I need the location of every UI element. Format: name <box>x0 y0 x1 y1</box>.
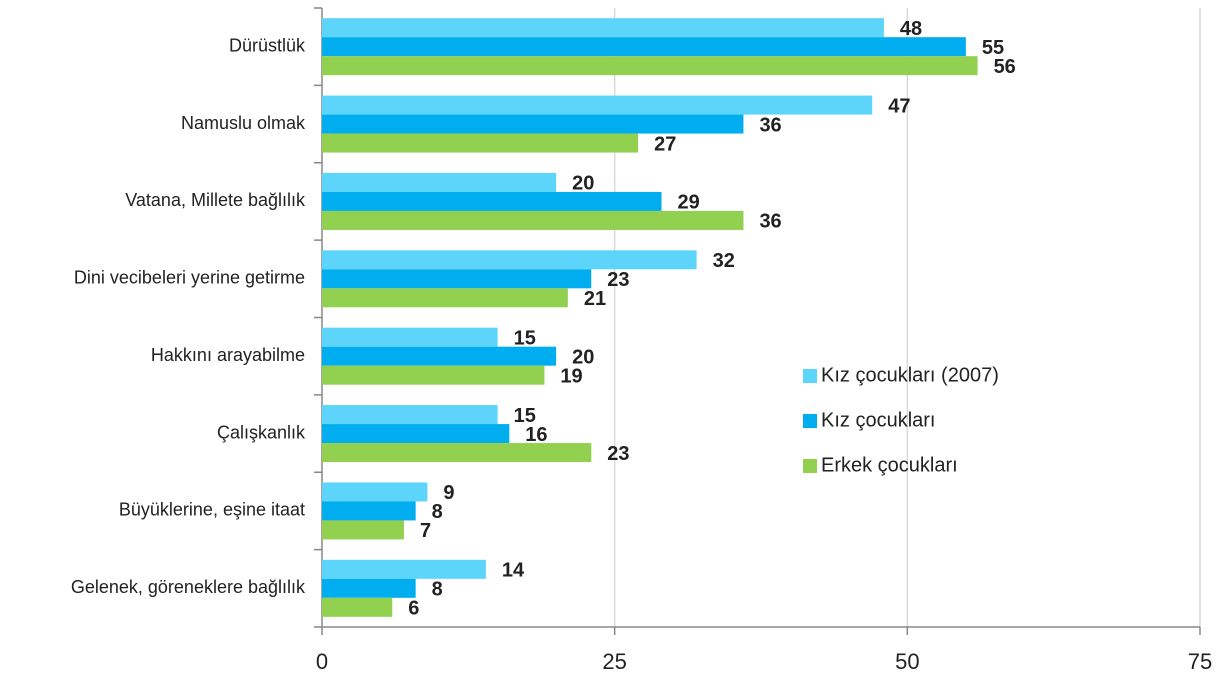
bar <box>322 210 744 230</box>
value-label: 23 <box>607 269 629 291</box>
y-tick-label: Vatana, Millete bağlılık <box>125 190 306 210</box>
bar <box>322 559 486 579</box>
value-label: 36 <box>759 114 781 136</box>
value-label: 15 <box>514 405 536 427</box>
bar <box>322 133 639 153</box>
value-label: 32 <box>713 250 735 272</box>
bar <box>322 114 744 134</box>
x-tick-label: 25 <box>602 649 626 674</box>
value-label: 19 <box>560 365 582 387</box>
y-tick-label: Hakkını arayabilme <box>151 345 305 365</box>
value-label: 27 <box>654 133 676 155</box>
bar <box>322 346 557 366</box>
x-tick-label: 75 <box>1188 649 1212 674</box>
value-label: 8 <box>432 579 443 601</box>
value-label: 47 <box>888 95 910 117</box>
value-label: 6 <box>408 598 419 620</box>
bar <box>322 501 416 521</box>
bar <box>322 269 592 289</box>
value-label: 20 <box>572 346 594 368</box>
bar <box>322 482 428 502</box>
legend-label: Erkek çocukları <box>821 454 958 476</box>
bar <box>322 443 592 463</box>
legend-swatch <box>803 369 817 383</box>
x-tick-label: 0 <box>316 649 328 674</box>
value-label: 14 <box>502 560 525 582</box>
value-label: 15 <box>514 327 536 349</box>
bar <box>322 597 393 617</box>
value-label: 56 <box>994 56 1016 78</box>
bar <box>322 405 498 425</box>
value-label: 23 <box>607 443 629 465</box>
legend-label: Kız çocukları (2007) <box>821 364 999 386</box>
value-label: 9 <box>443 482 454 504</box>
value-label: 48 <box>900 18 922 40</box>
x-tick-label: 50 <box>895 649 919 674</box>
value-label: 21 <box>584 288 606 310</box>
value-label: 55 <box>982 37 1004 59</box>
legend-label: Kız çocukları <box>821 409 935 431</box>
bar <box>322 288 568 308</box>
value-label: 29 <box>677 192 699 214</box>
bar <box>322 172 557 192</box>
y-tick-label: Büyüklerine, eşine itaat <box>119 500 305 520</box>
bar <box>322 520 404 540</box>
legend-swatch <box>803 459 817 473</box>
value-label: 16 <box>525 424 547 446</box>
bar <box>322 327 498 347</box>
legend-swatch <box>803 414 817 428</box>
y-tick-label: Dürüstlük <box>229 35 306 55</box>
bar <box>322 365 545 385</box>
y-tick-label: Çalışkanlık <box>217 422 306 442</box>
y-tick-label: Dini vecibeleri yerine getirme <box>74 268 305 288</box>
bar <box>322 37 966 57</box>
bar <box>322 56 978 76</box>
bar <box>322 578 416 598</box>
bar <box>322 18 884 38</box>
bar <box>322 191 662 211</box>
value-label: 8 <box>432 501 443 523</box>
value-label: 20 <box>572 173 594 195</box>
bar <box>322 424 510 444</box>
bar <box>322 250 697 270</box>
value-label: 7 <box>420 520 431 542</box>
y-tick-label: Gelenek, göreneklere bağlılık <box>71 577 306 597</box>
y-tick-label: Namuslu olmak <box>181 113 306 133</box>
value-label: 36 <box>759 211 781 233</box>
bar <box>322 95 873 115</box>
